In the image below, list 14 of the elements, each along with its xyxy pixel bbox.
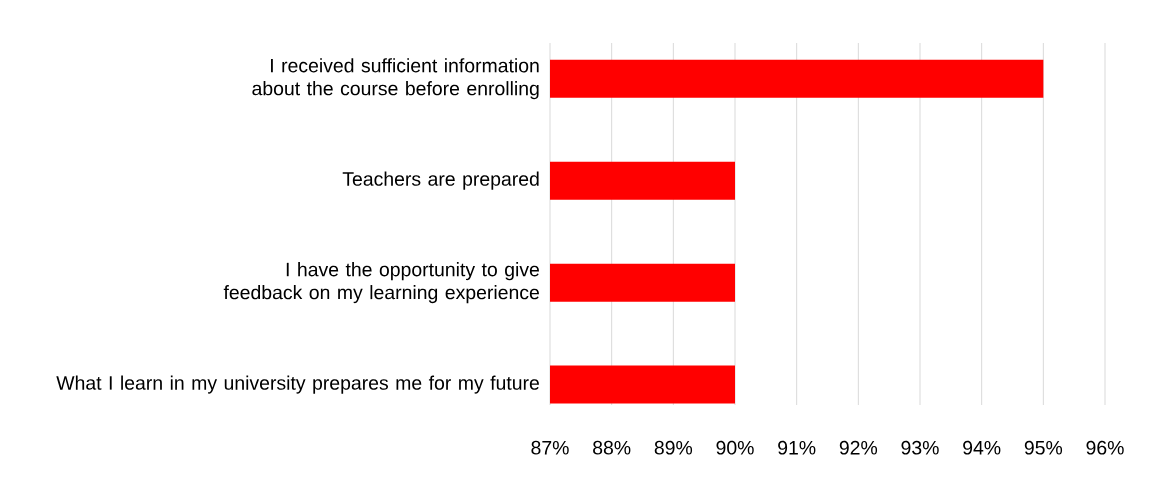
x-tick-label: 95% bbox=[1024, 440, 1063, 455]
x-tick-label: 94% bbox=[963, 440, 1001, 455]
x-tick-label: 92% bbox=[839, 440, 878, 455]
x-tick-label: 90% bbox=[716, 440, 754, 455]
y-tick-label: I have the opportunity to give feedback on my learning experience bbox=[223, 262, 539, 304]
x-tick-label: 88% bbox=[593, 440, 631, 455]
x-tick-label: 89% bbox=[654, 440, 693, 455]
x-tick-label: 91% bbox=[778, 440, 816, 455]
x-tick-label: 93% bbox=[901, 440, 939, 455]
x-tick-label: 96% bbox=[1086, 440, 1124, 455]
y-tick-label: Teachers are prepared bbox=[342, 171, 539, 190]
y-tick-label: I received sufficient information about the course before enrolling bbox=[252, 58, 539, 100]
x-tick-label: 87% bbox=[531, 440, 569, 455]
y-tick-label: What I learn in my university prepares me for my future bbox=[56, 375, 539, 394]
